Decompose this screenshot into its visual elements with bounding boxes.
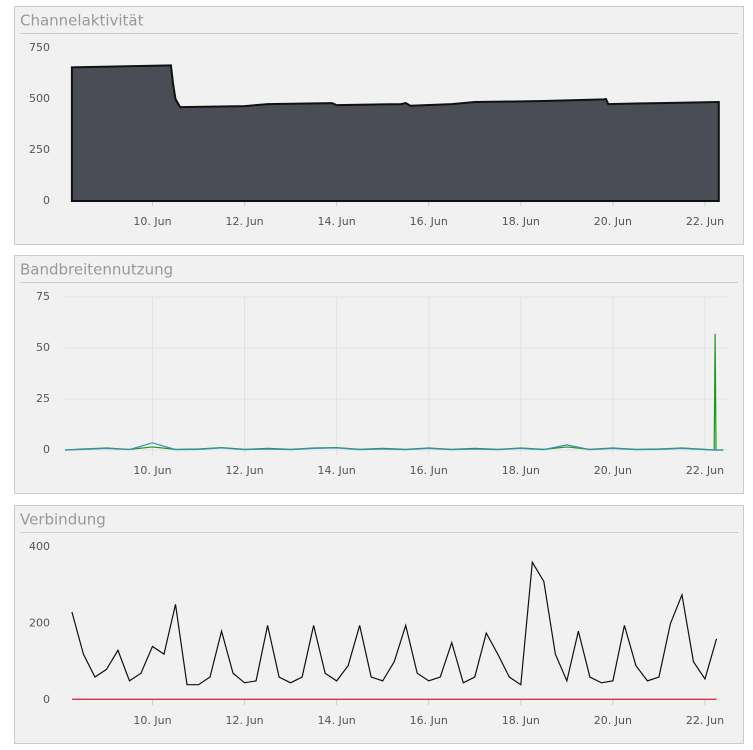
y-tick-label: 250: [29, 143, 50, 156]
line: [64, 442, 724, 451]
panel: [14, 255, 744, 494]
x-tick-label: 10. Jun: [133, 464, 171, 477]
x-tick-label: 22. Jun: [686, 464, 724, 477]
x-tick-label: 16. Jun: [410, 215, 448, 228]
panel-title: Bandbreitennutzung: [20, 261, 173, 279]
x-tick-label: 12. Jun: [225, 464, 263, 477]
line: [71, 560, 718, 686]
y-tick-label: 25: [36, 392, 50, 405]
y-tick-label: 400: [29, 540, 50, 553]
y-tick-label: 0: [43, 443, 50, 456]
y-tick-label: 0: [43, 693, 50, 706]
x-tick-label: 14. Jun: [318, 215, 356, 228]
panel-title: Verbindung: [20, 511, 106, 529]
panel-title: Channelaktivität: [20, 12, 144, 30]
x-tick-label: 20. Jun: [594, 714, 632, 727]
x-tick-label: 18. Jun: [502, 714, 540, 727]
x-tick-label: 22. Jun: [686, 714, 724, 727]
x-tick-label: 14. Jun: [318, 464, 356, 477]
y-tick-label: 500: [29, 92, 50, 105]
x-tick-label: 14. Jun: [318, 714, 356, 727]
y-tick-label: 0: [43, 194, 50, 207]
y-tick-label: 50: [36, 341, 50, 354]
x-tick-label: 20. Jun: [594, 464, 632, 477]
x-tick-label: 16. Jun: [410, 464, 448, 477]
area: [70, 64, 720, 202]
x-tick-label: 12. Jun: [225, 714, 263, 727]
x-tick-label: 10. Jun: [133, 215, 171, 228]
x-tick-label: 20. Jun: [594, 215, 632, 228]
x-tick-label: 10. Jun: [133, 714, 171, 727]
x-tick-label: 16. Jun: [410, 714, 448, 727]
panel: [14, 505, 744, 744]
x-tick-label: 22. Jun: [686, 215, 724, 228]
x-tick-label: 18. Jun: [502, 464, 540, 477]
y-tick-label: 75: [36, 290, 50, 303]
x-tick-label: 18. Jun: [502, 215, 540, 228]
y-tick-label: 200: [29, 617, 50, 630]
x-tick-label: 12. Jun: [225, 215, 263, 228]
y-tick-label: 750: [29, 41, 50, 54]
